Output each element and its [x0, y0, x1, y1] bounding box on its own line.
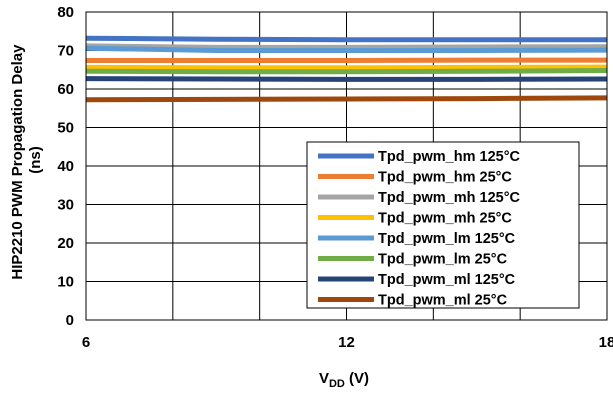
x-axis-label-unit: (V) — [345, 370, 369, 387]
y-axis-label-line1: HIP2210 PWM Propagation Delay — [9, 44, 26, 280]
y-tick-label: 40 — [57, 158, 74, 175]
x-axis-label-subscript: DD — [329, 378, 345, 390]
y-tick-label: 20 — [57, 235, 74, 252]
legend-label: Tpd_pwm_ml 125°C — [378, 272, 516, 288]
y-tick-label: 50 — [57, 120, 74, 137]
y-tick-label: 80 — [57, 4, 74, 21]
series-line — [86, 98, 607, 100]
y-axis-label: HIP2210 PWM Propagation Delay (ns) — [9, 40, 44, 279]
x-tick-labels: 6 12 18 — [82, 334, 613, 351]
series-line — [86, 67, 607, 68]
legend-label: Tpd_pwm_ml 25°C — [378, 293, 508, 309]
series-line — [86, 48, 607, 50]
legend-label: Tpd_pwm_lm 25°C — [378, 252, 508, 268]
legend-label: Tpd_pwm_mh 25°C — [378, 211, 512, 227]
y-tick-label: 60 — [57, 81, 74, 98]
x-tick-label: 18 — [599, 334, 613, 351]
x-axis-label: VDD (V) — [319, 370, 369, 390]
legend-label: Tpd_pwm_hm 25°C — [378, 170, 512, 186]
x-axis-label-main: V — [319, 370, 329, 387]
legend-label: Tpd_pwm_mh 125°C — [378, 190, 520, 206]
x-tick-label: 12 — [338, 334, 355, 351]
y-axis-label-line2: (ns) — [27, 146, 44, 174]
legend: Tpd_pwm_hm 125°C Tpd_pwm_hm 25°C Tpd_pwm_m… — [307, 142, 579, 309]
series-line — [86, 79, 607, 80]
series-line — [86, 38, 607, 40]
y-tick-labels: 0 10 20 30 40 50 60 70 80 — [57, 4, 74, 329]
y-tick-label: 0 — [66, 312, 74, 329]
x-tick-label: 6 — [82, 334, 90, 351]
series-line — [86, 71, 607, 72]
y-tick-label: 30 — [57, 197, 74, 214]
y-tick-label: 70 — [57, 43, 74, 60]
legend-label: Tpd_pwm_lm 125°C — [378, 231, 516, 247]
y-tick-label: 10 — [57, 274, 74, 291]
legend-label: Tpd_pwm_hm 125°C — [378, 149, 520, 165]
